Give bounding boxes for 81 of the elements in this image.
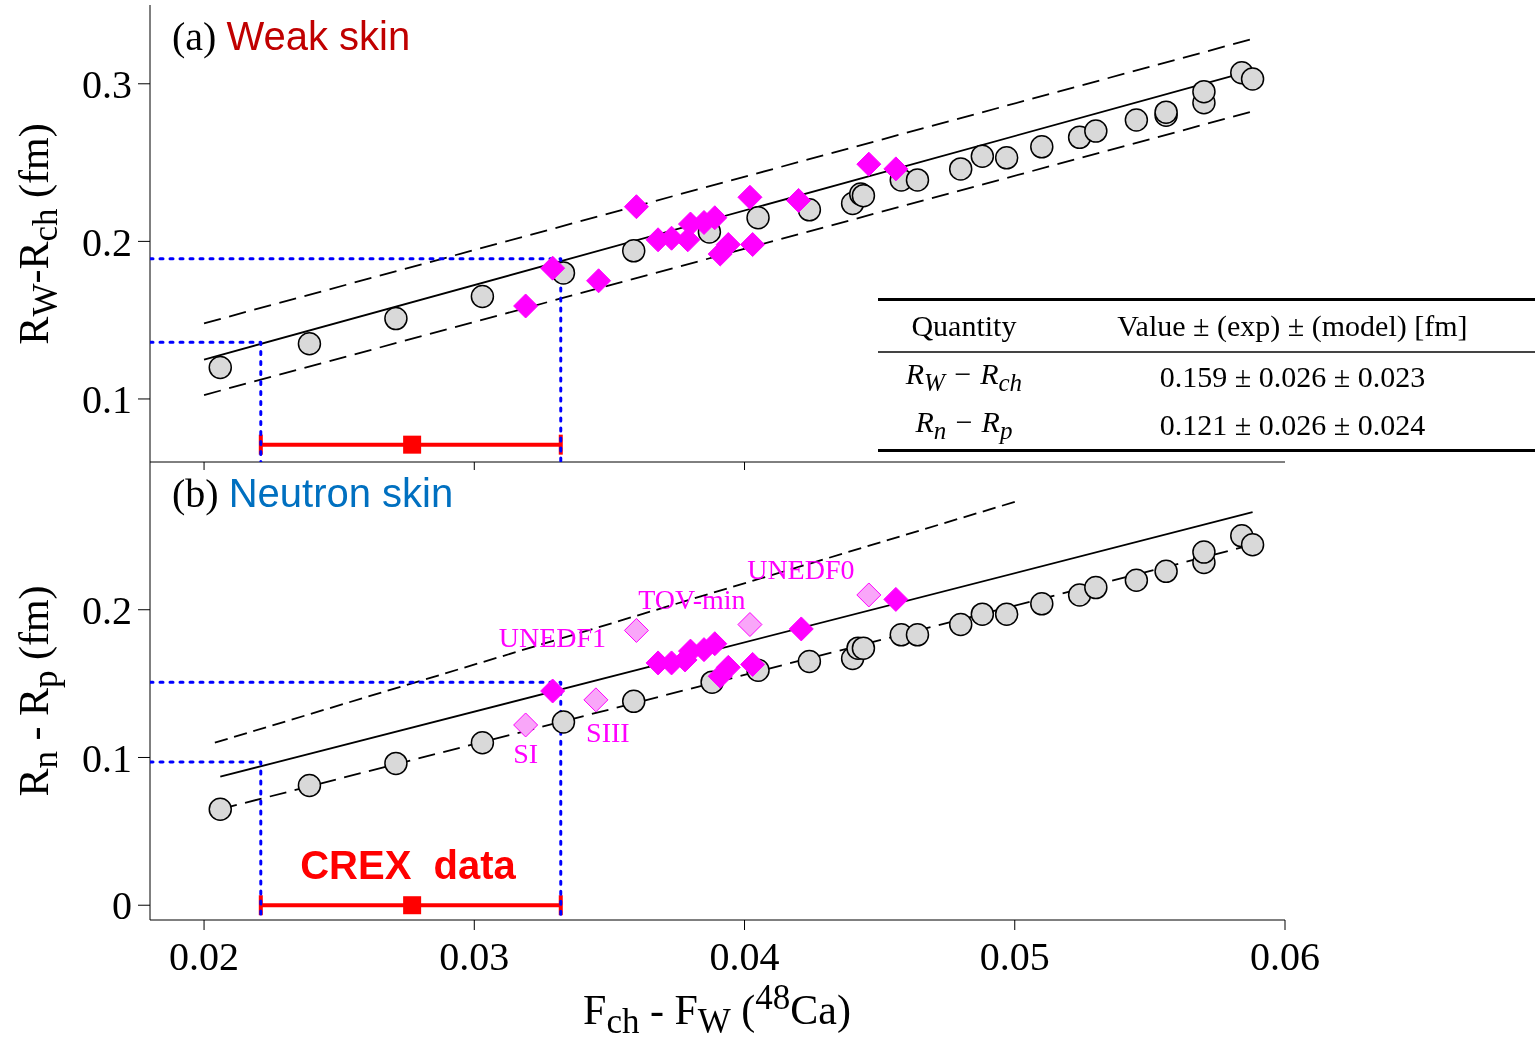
point <box>403 896 422 915</box>
annotation: CREX data <box>300 842 516 888</box>
point <box>297 332 322 356</box>
point <box>403 435 422 454</box>
point <box>297 773 322 798</box>
chart-subtitle: Neutron skin <box>228 471 454 515</box>
point <box>740 232 766 258</box>
x-tick-label: 0.05 <box>979 934 1050 980</box>
point <box>948 157 973 181</box>
point <box>737 184 763 210</box>
point <box>586 268 612 294</box>
point <box>384 751 408 776</box>
annotation: R$_{n}$ − R$_{p}$ <box>914 404 1014 446</box>
point <box>551 710 576 734</box>
point <box>513 293 539 319</box>
annotation: SI <box>513 738 539 770</box>
point <box>856 151 882 177</box>
point <box>1084 575 1108 600</box>
point <box>1124 568 1149 592</box>
point <box>583 687 609 713</box>
point <box>905 623 930 647</box>
point <box>1084 119 1108 143</box>
point <box>540 678 566 704</box>
y-tick-label: 0.2 <box>82 587 132 633</box>
point <box>1030 592 1054 616</box>
point <box>970 144 995 169</box>
annotation: TOV-min <box>638 583 746 615</box>
point <box>470 284 495 309</box>
point <box>715 654 741 680</box>
y-tick-label: 0 <box>112 883 132 929</box>
point <box>970 602 995 626</box>
chart-subtitle: Weak skin <box>226 14 411 58</box>
x-tick-label: 0.06 <box>1250 934 1320 980</box>
y-tick-label: 0.1 <box>82 735 132 781</box>
point <box>1154 559 1178 584</box>
x-tick-label: 0.03 <box>439 934 510 980</box>
annotation: Value ± (exp) ± (model) [fm] <box>1116 308 1469 344</box>
annotation: SIII <box>586 717 630 749</box>
point <box>208 797 233 821</box>
annotation: 0.159 ± 0.026 ± 0.023 <box>1158 359 1427 395</box>
point <box>1240 532 1265 557</box>
point <box>470 730 495 755</box>
point <box>1240 67 1265 91</box>
point <box>883 156 909 182</box>
annotation: UNEDF0 <box>747 554 855 586</box>
y-tick-label: 0.2 <box>82 219 132 265</box>
y-tick-label: 0.3 <box>82 61 132 107</box>
x-tick-label: 0.02 <box>169 934 240 980</box>
point <box>621 689 646 714</box>
point <box>948 612 973 637</box>
point <box>1192 79 1216 104</box>
point <box>856 582 882 608</box>
point <box>1192 540 1216 564</box>
point <box>740 651 766 677</box>
point <box>1030 135 1054 159</box>
point <box>786 187 812 213</box>
point <box>797 649 822 674</box>
point <box>905 168 930 192</box>
point <box>737 612 763 638</box>
point <box>513 712 539 738</box>
point <box>384 306 408 331</box>
x-axis-title: F$_{ch}$ - F$_{W}$ ($^{48}$Ca) <box>583 977 851 1043</box>
y-tick-label: 0.1 <box>82 377 132 423</box>
point <box>883 586 909 612</box>
point <box>994 602 1019 626</box>
x-tick-label: 0.04 <box>709 934 780 980</box>
annotation: 0.121 ± 0.026 ± 0.024 <box>1158 407 1427 443</box>
point <box>208 355 233 380</box>
chart-title: (a) <box>172 14 218 59</box>
point <box>851 636 876 660</box>
point <box>788 616 814 642</box>
point <box>623 617 649 643</box>
point <box>746 205 770 230</box>
point <box>1124 108 1149 132</box>
chart-title: (b) <box>172 471 220 516</box>
point <box>994 146 1019 170</box>
point <box>623 194 649 220</box>
point <box>621 239 646 263</box>
annotation: R$_{W}$ − R$_{ch}$ <box>904 356 1024 398</box>
point <box>540 255 566 281</box>
annotation: Quantity <box>910 308 1018 344</box>
